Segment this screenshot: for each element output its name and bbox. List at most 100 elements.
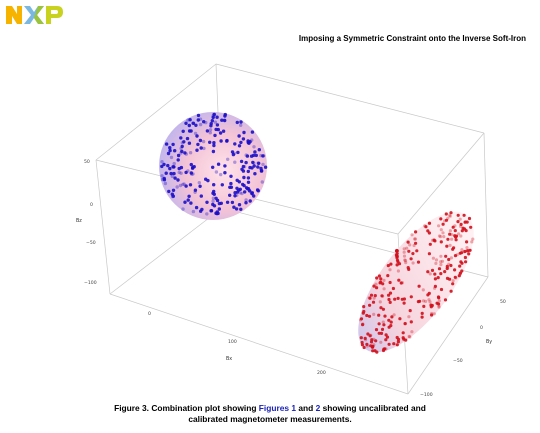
calibrated-point [253, 150, 257, 154]
uncalibrated-point [366, 332, 370, 336]
uncalibrated-point [392, 342, 396, 346]
uncalibrated-point [463, 249, 467, 254]
calibrated-point [242, 175, 246, 180]
uncalibrated-point [444, 218, 449, 222]
calibrated-point [171, 188, 176, 192]
calibrated-point [253, 172, 257, 176]
uncalibrated-point [432, 312, 436, 316]
calibrated-point [211, 114, 215, 118]
nxp-logo [6, 6, 63, 24]
calibrated-point [230, 200, 235, 205]
calibrated-point [173, 176, 177, 180]
calibrated-point [259, 169, 264, 173]
calibrated-point [167, 189, 171, 194]
calibrated-point [205, 129, 210, 133]
calibrated-point [191, 209, 196, 214]
bx-tick-label: 200 [317, 370, 326, 376]
uncalibrated-point [379, 340, 383, 344]
uncalibrated-point [453, 224, 457, 228]
uncalibrated-point [444, 254, 448, 258]
calibrated-points [160, 112, 268, 216]
uncalibrated-point [448, 243, 452, 247]
uncalibrated-point [416, 260, 421, 264]
uncalibrated-point [389, 324, 393, 328]
uncalibrated-point [417, 284, 421, 288]
uncalibrated-point [449, 289, 453, 293]
calibrated-point [233, 142, 237, 146]
uncalibrated-point [395, 252, 399, 256]
uncalibrated-point [361, 311, 365, 315]
uncalibrated-point [453, 268, 457, 272]
calibrated-point [176, 178, 180, 182]
uncalibrated-point [392, 313, 396, 317]
calibrated-point [241, 169, 246, 173]
uncalibrated-point [388, 280, 392, 285]
calibrated-point [252, 161, 256, 165]
uncalibrated-point [428, 272, 432, 276]
uncalibrated-point [380, 327, 385, 331]
uncalibrated-point [441, 222, 445, 226]
by-tick-label: 0 [480, 325, 483, 331]
calibrated-point [216, 162, 221, 166]
uncalibrated-point [444, 212, 448, 216]
calibrated-point [222, 118, 226, 123]
figure-1-link[interactable]: Figures 1 [258, 403, 297, 413]
calibrated-point [198, 138, 203, 143]
uncalibrated-point [459, 234, 463, 238]
uncalibrated-point [381, 307, 385, 311]
calibrated-point [250, 191, 254, 196]
calibrated-point [242, 130, 246, 135]
uncalibrated-point [467, 252, 471, 256]
calibrated-point [179, 146, 183, 151]
uncalibrated-point [439, 254, 443, 258]
calibrated-point [252, 145, 256, 149]
uncalibrated-point [442, 235, 446, 239]
figure-2-link[interactable]: 2 [315, 403, 321, 413]
uncalibrated-point [365, 313, 369, 318]
axis-by: 50 0 −50 −100 By [420, 299, 506, 398]
uncalibrated-point [469, 225, 473, 229]
calibrated-point [199, 146, 203, 150]
uncalibrated-point [437, 304, 441, 308]
uncalibrated-point [377, 274, 381, 278]
uncalibrated-point [430, 303, 434, 308]
by-axis-label: By [486, 339, 492, 345]
uncalibrated-point [397, 278, 401, 282]
uncalibrated-point [409, 295, 413, 299]
calibrated-point [211, 149, 216, 154]
uncalibrated-point [402, 254, 407, 258]
uncalibrated-point [446, 216, 450, 220]
uncalibrated-point [411, 261, 415, 265]
uncalibrated-point [465, 220, 469, 224]
uncalibrated-point [443, 270, 447, 274]
calibrated-point [176, 158, 180, 162]
uncalibrated-point [445, 264, 449, 268]
calibrated-point [200, 207, 204, 212]
calibrated-point [197, 181, 201, 185]
uncalibrated-point [401, 331, 405, 335]
calibrated-point [211, 115, 215, 120]
uncalibrated-point [448, 277, 452, 281]
uncalibrated-point [371, 344, 375, 348]
calibrated-point [190, 172, 194, 176]
uncalibrated-point [470, 240, 474, 244]
calibrated-point [169, 155, 174, 160]
calibrated-point [263, 165, 268, 169]
uncalibrated-point [463, 227, 467, 231]
calibrated-point [214, 127, 218, 132]
uncalibrated-point [439, 228, 443, 232]
logo-letter-n [6, 6, 22, 24]
uncalibrated-point [439, 260, 443, 264]
uncalibrated-point [456, 213, 460, 217]
uncalibrated-point [382, 287, 386, 291]
uncalibrated-point [375, 276, 379, 280]
calibrated-point [232, 151, 237, 156]
calibrated-point [205, 200, 209, 204]
uncalibrated-point [421, 288, 425, 292]
calibrated-point [212, 112, 216, 117]
calibrated-point [178, 183, 183, 188]
uncalibrated-point [426, 229, 430, 233]
calibrated-point [232, 205, 236, 209]
uncalibrated-point [379, 277, 383, 281]
calibrated-point [230, 150, 235, 154]
